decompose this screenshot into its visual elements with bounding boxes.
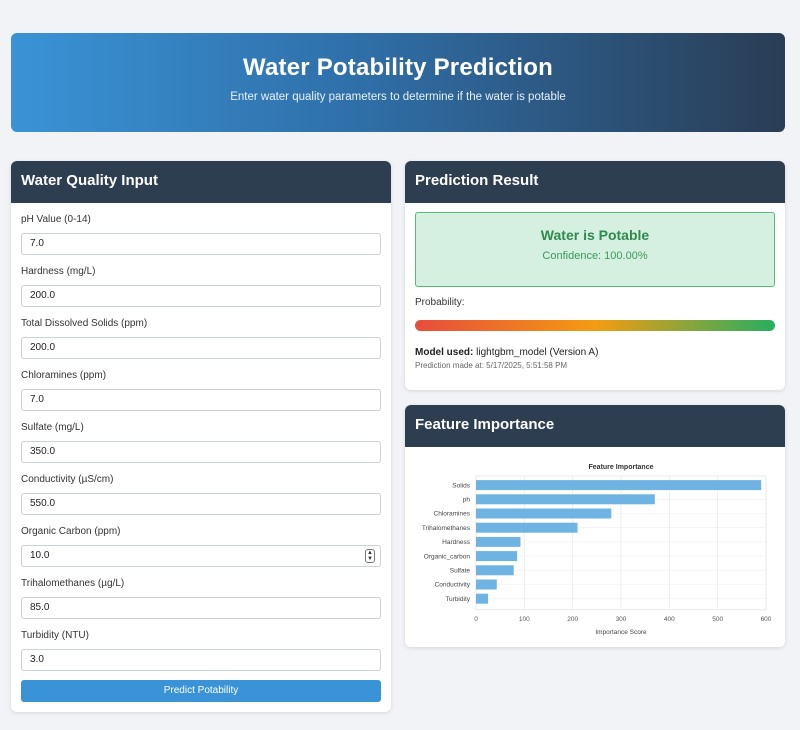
probability-bar	[415, 320, 775, 331]
solids-input[interactable]: 200.0	[21, 337, 381, 359]
result-box: Water is Potable Confidence: 100.00%	[415, 212, 775, 287]
number-stepper-icon[interactable]: ▲ ▼	[365, 549, 375, 563]
conductivity-field: Conductivity (µS/cm) 550.0	[21, 474, 381, 515]
ph-label: pH Value (0-14)	[21, 214, 91, 225]
chloramines-field: Chloramines (ppm) 7.0	[21, 370, 381, 411]
y-tick-label-ph: ph	[463, 497, 471, 504]
organic-carbon-label: Organic Carbon (ppm)	[21, 526, 121, 537]
input-card-title: Water Quality Input	[11, 161, 391, 203]
bar-hardness	[476, 536, 521, 547]
result-card-title: Prediction Result	[405, 161, 785, 203]
bar-turbidity	[476, 593, 489, 604]
y-tick-label-turbidity: Turbidity	[445, 596, 470, 603]
trihalomethanes-field: Trihalomethanes (µg/L) 85.0	[21, 578, 381, 619]
conductivity-input[interactable]: 550.0	[21, 493, 381, 515]
sulfate-label: Sulfate (mg/L)	[21, 422, 84, 433]
result-confidence: Confidence: 100.00%	[542, 250, 648, 262]
x-tick-label-200: 200	[567, 616, 578, 623]
turbidity-label: Turbidity (NTU)	[21, 630, 89, 641]
solids-field: Total Dissolved Solids (ppm) 200.0	[21, 318, 381, 359]
bar-sulfate	[476, 565, 514, 576]
organic-carbon-field: Organic Carbon (ppm) 10.0 ▲ ▼	[21, 526, 381, 567]
page-header: Water Potability Prediction Enter water …	[11, 33, 785, 132]
chloramines-label: Chloramines (ppm)	[21, 370, 107, 381]
prediction-time: Prediction made at: 5/17/2025, 5:51:58 P…	[415, 361, 568, 370]
hardness-field: Hardness (mg/L) 200.0	[21, 266, 381, 307]
result-status: Water is Potable	[540, 227, 650, 243]
sulfate-field: Sulfate (mg/L) 350.0	[21, 422, 381, 463]
bar-solids	[476, 480, 762, 491]
conductivity-label: Conductivity (µS/cm)	[21, 474, 114, 485]
x-tick-label-400: 400	[664, 616, 675, 623]
y-tick-label-solids: Solids	[452, 482, 470, 489]
x-axis-label: Importance Score	[595, 629, 647, 636]
bar-ph	[476, 494, 655, 505]
trihalomethanes-label: Trihalomethanes (µg/L)	[21, 578, 125, 589]
feature-importance-chart: Feature Importance 0 100 200 300 400 500 600 Sol…	[422, 464, 772, 636]
page-title: Water Potability Prediction	[243, 54, 553, 81]
y-tick-label-hardness: Hardness	[442, 539, 471, 546]
x-tick-label-300: 300	[616, 616, 627, 623]
x-tick-label-0: 0	[474, 616, 478, 623]
turbidity-input[interactable]: 3.0	[21, 649, 381, 671]
chart-title: Feature Importance	[589, 464, 654, 471]
hardness-input[interactable]: 200.0	[21, 285, 381, 307]
predict-potability-button[interactable]: Predict Potability	[21, 680, 381, 702]
page-subtitle: Enter water quality parameters to determ…	[230, 91, 566, 103]
bar-chloramines	[476, 508, 612, 519]
trihalomethanes-input[interactable]: 85.0	[21, 597, 381, 619]
organic-carbon-input-wrap[interactable]: 10.0 ▲ ▼	[21, 545, 381, 567]
y-tick-label-organic_carbon: Organic_carbon	[424, 553, 471, 560]
bar-conductivity	[476, 579, 497, 590]
model-used: Model used: lightgbm_model (Version A)	[415, 347, 598, 358]
bar-organic_carbon	[476, 551, 518, 562]
x-tick-label-600: 600	[761, 616, 772, 623]
ph-field: pH Value (0-14) 7.0	[21, 214, 381, 255]
feature-card-title: Feature Importance	[405, 405, 785, 447]
y-tick-label-chloramines: Chloramines	[434, 511, 471, 518]
organic-carbon-input[interactable]: 10.0	[30, 550, 50, 561]
sulfate-input[interactable]: 350.0	[21, 441, 381, 463]
model-used-label: Model used:	[415, 347, 474, 358]
model-used-value: lightgbm_model (Version A)	[473, 347, 599, 358]
chloramines-input[interactable]: 7.0	[21, 389, 381, 411]
feature-importance-card: Feature Importance Feature Importance 0 10…	[405, 405, 785, 647]
probability-label: Probability:	[415, 297, 465, 308]
water-quality-input-card: Water Quality Input pH Value (0-14) 7.0 …	[11, 161, 391, 712]
x-tick-label-500: 500	[712, 616, 723, 623]
y-tick-label-sulfate: Sulfate	[450, 568, 471, 575]
turbidity-field: Turbidity (NTU) 3.0	[21, 630, 381, 671]
y-tick-label-conductivity: Conductivity	[435, 582, 471, 589]
solids-label: Total Dissolved Solids (ppm)	[21, 318, 148, 329]
bar-trihalomethanes	[476, 522, 578, 533]
x-tick-label-100: 100	[519, 616, 530, 623]
y-tick-label-trihalomethanes: Trihalomethanes	[422, 525, 471, 532]
hardness-label: Hardness (mg/L)	[21, 266, 96, 277]
ph-input[interactable]: 7.0	[21, 233, 381, 255]
prediction-result-card: Prediction Result Water is Potable Confi…	[405, 161, 785, 390]
